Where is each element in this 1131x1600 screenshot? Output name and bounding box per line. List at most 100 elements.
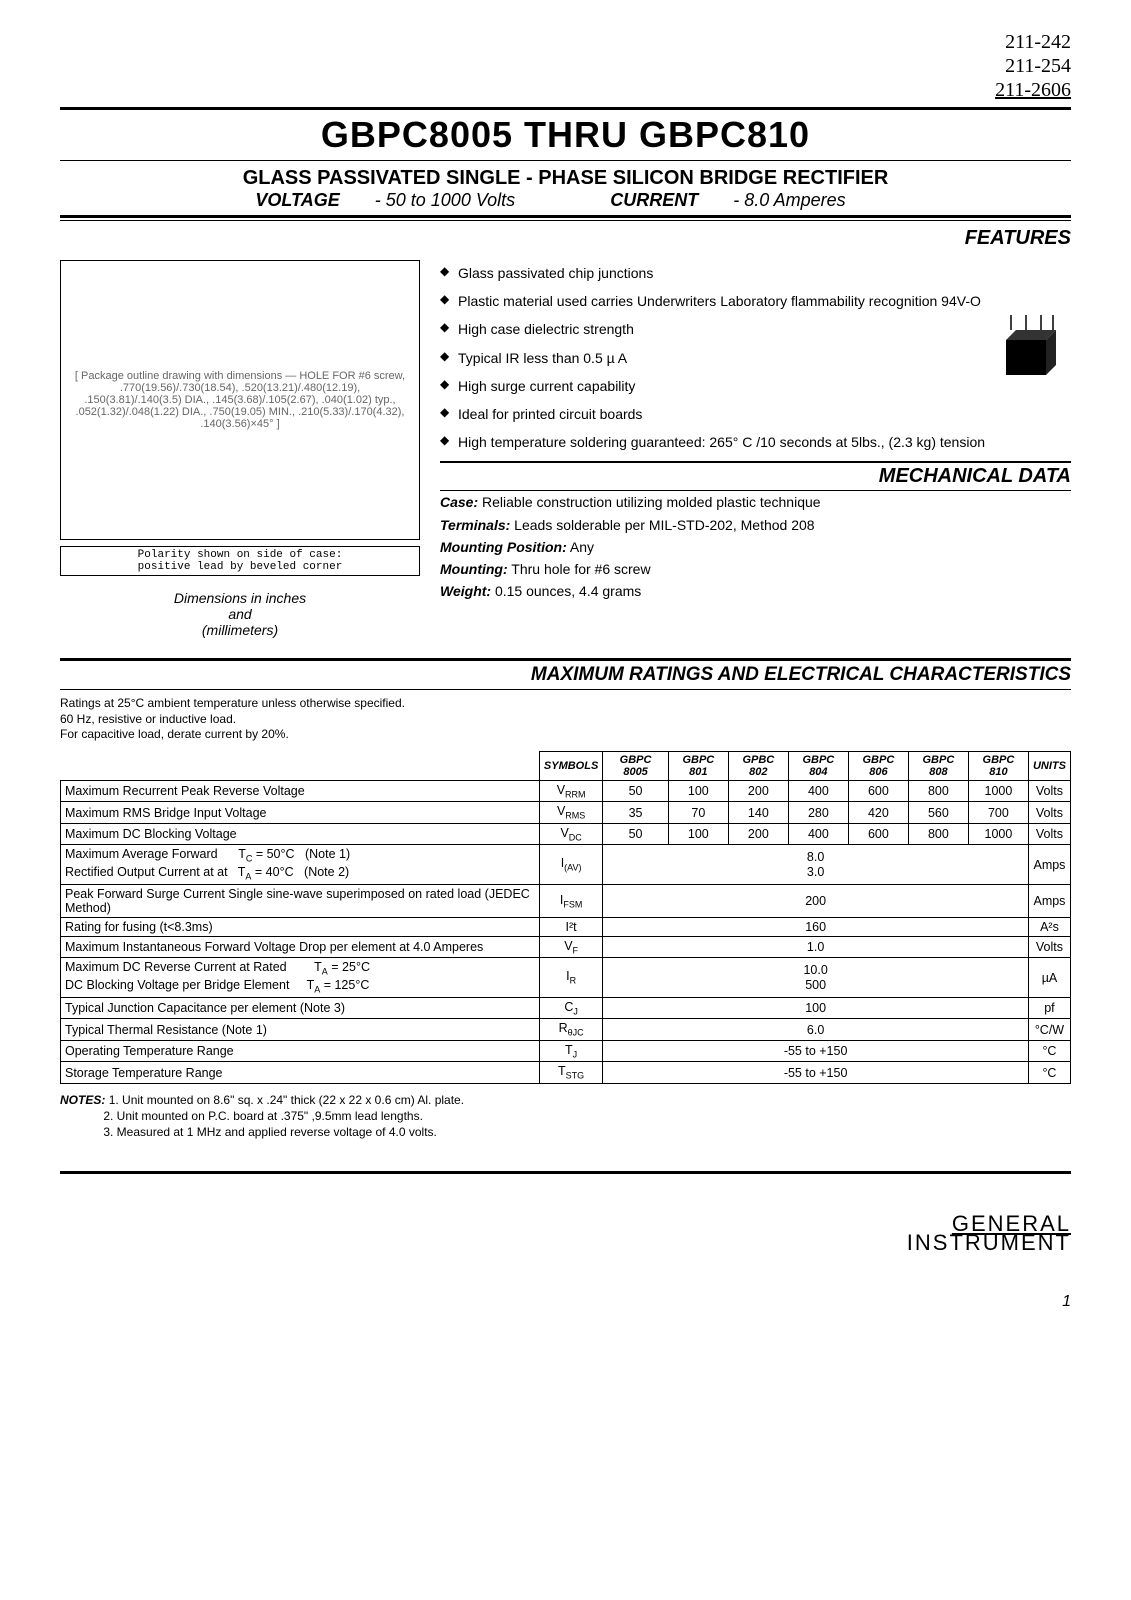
th-col: GPBC 802 xyxy=(728,751,788,780)
table-row: Typical Thermal Resistance (Note 1) RθJC… xyxy=(61,1019,1071,1041)
unit-cell: Amps xyxy=(1028,884,1070,917)
weight-text: 0.15 ounces, 4.4 grams xyxy=(495,583,641,599)
table-row: Maximum DC Blocking Voltage VDC 50 100 2… xyxy=(61,823,1071,845)
voltage-label: VOLTAGE xyxy=(255,190,339,210)
feature-item: Ideal for printed circuit boards xyxy=(440,405,1071,423)
sym-cell: TJ xyxy=(539,1040,602,1062)
case-text: Reliable construction utilizing molded p… xyxy=(482,494,821,510)
val-cell: 100 xyxy=(668,823,728,845)
polarity-note: Polarity shown on side of case: positive… xyxy=(60,546,420,576)
page-number: 1 xyxy=(60,1293,1071,1311)
rule-under-subtitle xyxy=(60,215,1071,218)
val-cell-span: -55 to +150 xyxy=(603,1040,1029,1062)
val-cell-span: 160 xyxy=(603,917,1029,936)
unit-cell: °C xyxy=(1028,1062,1070,1084)
val-cell: 280 xyxy=(788,802,848,824)
sym-cell: VRMS xyxy=(539,802,602,824)
feature-item: High surge current capability xyxy=(440,377,1071,395)
param-cell: Typical Thermal Resistance (Note 1) xyxy=(61,1019,540,1041)
package-diagram: [ Package outline drawing with dimension… xyxy=(60,260,420,540)
feature-item: High case dielectric strength xyxy=(440,320,1071,338)
footnote-3: 3. Measured at 1 MHz and applied reverse… xyxy=(103,1125,437,1139)
mechanical-data: Case: Reliable construction utilizing mo… xyxy=(440,493,1071,600)
ratings-conditions: Ratings at 25°C ambient temperature unle… xyxy=(60,696,1071,743)
rule-mech-top xyxy=(440,461,1071,463)
unit-cell: pf xyxy=(1028,997,1070,1019)
param-cell: Rating for fusing (t<8.3ms) xyxy=(61,917,540,936)
sym-cell: VF xyxy=(539,936,602,958)
right-column: Glass passivated chip junctions Plastic … xyxy=(440,260,1071,638)
subtitle-description: GLASS PASSIVATED SINGLE - PHASE SILICON … xyxy=(60,167,1071,190)
mounting-label: Mounting: xyxy=(440,561,508,577)
val-cell: 100 xyxy=(668,780,728,802)
param-cell: Maximum Recurrent Peak Reverse Voltage xyxy=(61,780,540,802)
param-cell: Maximum Instantaneous Forward Voltage Dr… xyxy=(61,936,540,958)
val-cell: 1000 xyxy=(968,823,1028,845)
sym-cell: I(AV) xyxy=(539,845,602,885)
footnote-1: 1. Unit mounted on 8.6" sq. x .24" thick… xyxy=(109,1093,464,1107)
unit-cell: A²s xyxy=(1028,917,1070,936)
ratings-note-2: 60 Hz, resistive or inductive load. xyxy=(60,712,1071,728)
table-row: Typical Junction Capacitance per element… xyxy=(61,997,1071,1019)
sym-cell: TSTG xyxy=(539,1062,602,1084)
terminals-text: Leads solderable per MIL-STD-202, Method… xyxy=(514,517,814,533)
unit-cell: Volts xyxy=(1028,780,1070,802)
footnotes: NOTES: 1. Unit mounted on 8.6" sq. x .24… xyxy=(60,1092,1071,1141)
val-cell: 400 xyxy=(788,823,848,845)
sym-cell: IR xyxy=(539,958,602,998)
param-cell: Peak Forward Surge Current Single sine-w… xyxy=(61,884,540,917)
unit-cell: °C xyxy=(1028,1040,1070,1062)
unit-cell: °C/W xyxy=(1028,1019,1070,1041)
feature-item: High temperature soldering guaranteed: 2… xyxy=(440,433,1071,451)
table-row: Maximum Recurrent Peak Reverse Voltage V… xyxy=(61,780,1071,802)
ratings-note-1: Ratings at 25°C ambient temperature unle… xyxy=(60,696,1071,712)
unit-cell: Volts xyxy=(1028,802,1070,824)
hand-3: 211-2606 xyxy=(60,78,1071,102)
val-cell: 400 xyxy=(788,780,848,802)
sym-cell: RθJC xyxy=(539,1019,602,1041)
table-row: Peak Forward Surge Current Single sine-w… xyxy=(61,884,1071,917)
table-body: Maximum Recurrent Peak Reverse Voltage V… xyxy=(61,780,1071,1083)
two-column-layout: [ Package outline drawing with dimension… xyxy=(60,260,1071,638)
features-header: FEATURES xyxy=(60,227,1071,250)
notes-label: NOTES: xyxy=(60,1093,105,1107)
ratings-header: MAXIMUM RATINGS AND ELECTRICAL CHARACTER… xyxy=(60,658,1071,690)
table-row: Storage Temperature Range TSTG -55 to +1… xyxy=(61,1062,1071,1084)
table-row: Maximum DC Reverse Current at Rated TA =… xyxy=(61,958,1071,998)
voltage-value: - 50 to 1000 Volts xyxy=(375,190,515,210)
val-cell-span: 6.0 xyxy=(603,1019,1029,1041)
th-col: GBPC 801 xyxy=(668,751,728,780)
param-cell: Typical Junction Capacitance per element… xyxy=(61,997,540,1019)
val-cell: 1000 xyxy=(968,780,1028,802)
th-col: GBPC 806 xyxy=(848,751,908,780)
th-blank xyxy=(61,751,540,780)
feature-item: Typical IR less than 0.5 µ A xyxy=(440,349,1071,367)
val-cell-span: 10.0500 xyxy=(603,958,1029,998)
val-cell: 600 xyxy=(848,780,908,802)
polarity-line2: positive lead by beveled corner xyxy=(67,561,413,573)
table-row: Maximum Instantaneous Forward Voltage Dr… xyxy=(61,936,1071,958)
val-cell: 800 xyxy=(908,823,968,845)
rule-under-subtitle2 xyxy=(60,220,1071,221)
feature-item: Glass passivated chip junctions xyxy=(440,264,1071,282)
logo-line2: INSTRUMENT xyxy=(60,1233,1071,1253)
company-logo: GENERAL INSTRUMENT xyxy=(60,1214,1071,1254)
hand-2: 211-254 xyxy=(60,54,1071,78)
unit-cell: Amps xyxy=(1028,845,1070,885)
val-cell: 35 xyxy=(603,802,669,824)
table-row: Maximum Average Forward TC = 50°C (Note … xyxy=(61,845,1071,885)
val-cell-span: 200 xyxy=(603,884,1029,917)
sym-cell: CJ xyxy=(539,997,602,1019)
val-cell-span: 1.0 xyxy=(603,936,1029,958)
dim-caption-1: Dimensions in inches xyxy=(60,590,420,606)
th-col: GBPC 8005 xyxy=(603,751,669,780)
footnote-2: 2. Unit mounted on P.C. board at .375" ,… xyxy=(103,1109,423,1123)
sym-cell: I²t xyxy=(539,917,602,936)
rule-mech-bottom xyxy=(440,490,1071,491)
table-header-row: SYMBOLS GBPC 8005 GBPC 801 GPBC 802 GBPC… xyxy=(61,751,1071,780)
val-cell: 50 xyxy=(603,780,669,802)
param-cell: Maximum DC Blocking Voltage xyxy=(61,823,540,845)
sym-cell: VDC xyxy=(539,823,602,845)
th-col: GBPC 808 xyxy=(908,751,968,780)
rule-top xyxy=(60,107,1071,110)
